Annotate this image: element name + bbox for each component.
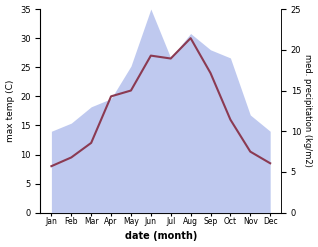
Y-axis label: max temp (C): max temp (C)	[5, 80, 15, 142]
X-axis label: date (month): date (month)	[125, 231, 197, 242]
Y-axis label: med. precipitation (kg/m2): med. precipitation (kg/m2)	[303, 54, 313, 167]
